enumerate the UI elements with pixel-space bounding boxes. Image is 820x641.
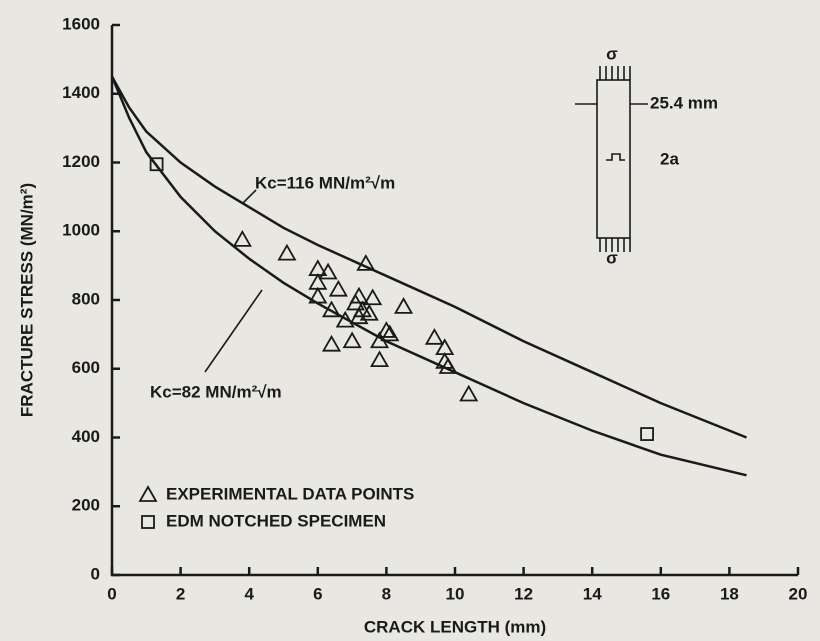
data-point xyxy=(640,427,654,441)
x-tick-label: 18 xyxy=(720,584,739,603)
y-tick-label: 1200 xyxy=(62,152,100,171)
data-point xyxy=(438,357,458,374)
x-tick-label: 20 xyxy=(789,584,808,603)
data-point xyxy=(380,324,400,342)
data-point xyxy=(393,297,414,314)
y-tick-label: 200 xyxy=(72,496,100,515)
data-point xyxy=(321,300,342,318)
data-point xyxy=(318,262,338,280)
y-tick-label: 0 xyxy=(91,564,100,583)
crack-label: 2a xyxy=(660,149,679,168)
stress-label: σ xyxy=(606,248,618,267)
data-point xyxy=(349,286,369,304)
annotation-arrow xyxy=(242,189,257,204)
x-tick-label: 2 xyxy=(176,584,185,603)
data-point xyxy=(335,310,355,328)
x-tick-label: 10 xyxy=(446,584,465,603)
legend-marker xyxy=(141,515,155,529)
legend-label: EDM NOTCHED SPECIMEN xyxy=(166,511,386,530)
y-axis-label: FRACTURE STRESS (MN/m²) xyxy=(17,183,36,417)
specimen-diagram: σ σ 25.4 mm 2a xyxy=(575,44,718,267)
x-axis-label: CRACK LENGTH (mm) xyxy=(364,617,546,636)
data-point xyxy=(277,243,297,261)
data-point xyxy=(359,303,379,321)
data-point xyxy=(349,307,369,325)
y-tick-label: 400 xyxy=(72,427,100,446)
data-point xyxy=(342,331,362,349)
stress-arrows xyxy=(599,66,631,252)
x-tick-label: 0 xyxy=(107,584,116,603)
data-point xyxy=(363,288,383,306)
x-tick-label: 8 xyxy=(382,584,391,603)
data-point xyxy=(321,334,342,352)
x-tick-label: 14 xyxy=(583,584,602,603)
data-point xyxy=(308,286,328,304)
annotation: Kc=82 MN/m²√m xyxy=(150,382,282,401)
annotation: Kc=116 MN/m²√m xyxy=(255,173,395,192)
data-point xyxy=(149,157,164,172)
y-tick-label: 600 xyxy=(72,358,100,377)
data-point xyxy=(369,350,390,368)
legend-label: EXPERIMENTAL DATA POINTS xyxy=(166,484,414,503)
curve xyxy=(110,75,748,439)
legend-marker xyxy=(138,485,158,502)
x-tick-label: 6 xyxy=(313,584,322,603)
x-tick-label: 4 xyxy=(244,584,254,603)
stress-label: σ xyxy=(606,44,618,63)
y-tick-label: 800 xyxy=(72,289,100,308)
width-label: 25.4 mm xyxy=(650,93,718,112)
data-point xyxy=(424,327,444,345)
data-point xyxy=(328,279,348,297)
curve xyxy=(110,76,747,477)
x-tick-label: 12 xyxy=(514,584,533,603)
y-tick-label: 1600 xyxy=(62,14,100,33)
y-tick-label: 1400 xyxy=(62,83,100,102)
dimension-lines xyxy=(575,103,648,161)
data-point xyxy=(376,321,396,338)
x-tick-label: 16 xyxy=(651,584,670,603)
data-point xyxy=(232,230,252,247)
data-point xyxy=(459,384,479,402)
annotation-arrow xyxy=(204,289,263,373)
y-tick-label: 1000 xyxy=(62,221,100,240)
data-point xyxy=(356,254,376,271)
specimen xyxy=(596,79,631,239)
